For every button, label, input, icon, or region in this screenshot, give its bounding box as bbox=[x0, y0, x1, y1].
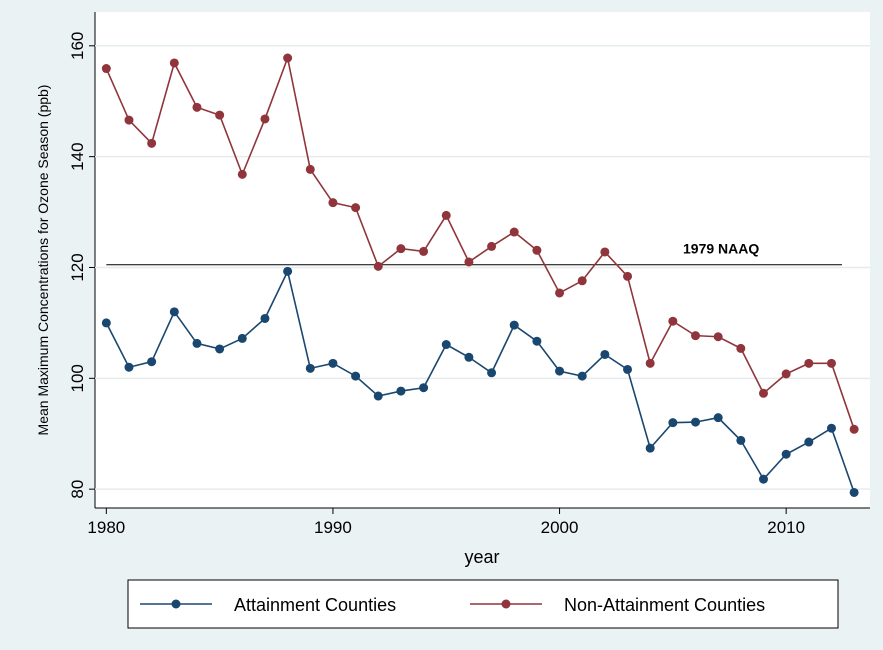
point bbox=[804, 358, 814, 368]
point bbox=[691, 417, 701, 427]
point bbox=[645, 443, 655, 453]
point bbox=[237, 169, 247, 179]
point bbox=[260, 313, 270, 323]
point bbox=[419, 246, 429, 256]
y-axis-title: Mean Maximum Concentrations for Ozone Se… bbox=[35, 85, 51, 436]
series-line bbox=[105, 268, 855, 493]
point bbox=[600, 349, 610, 359]
point bbox=[169, 307, 179, 317]
point bbox=[101, 64, 111, 74]
point bbox=[215, 110, 225, 120]
reference-label: 1979 NAAQ bbox=[683, 241, 759, 257]
point bbox=[373, 261, 383, 271]
point bbox=[600, 247, 610, 257]
point bbox=[532, 336, 542, 346]
point bbox=[487, 241, 497, 251]
x-tick-label: 1980 bbox=[87, 518, 125, 537]
point bbox=[781, 369, 791, 379]
point bbox=[464, 352, 474, 362]
point bbox=[555, 288, 565, 298]
point bbox=[124, 362, 134, 372]
point bbox=[509, 227, 519, 237]
point bbox=[124, 115, 134, 125]
point bbox=[283, 53, 293, 63]
y-tick-label: 100 bbox=[68, 364, 87, 392]
point bbox=[396, 386, 406, 396]
point bbox=[351, 371, 361, 381]
point bbox=[260, 114, 270, 124]
point bbox=[804, 437, 814, 447]
legend-marker bbox=[501, 599, 511, 609]
point bbox=[758, 474, 768, 484]
point bbox=[826, 423, 836, 433]
point bbox=[192, 338, 202, 348]
series-line bbox=[105, 55, 855, 430]
point bbox=[419, 383, 429, 393]
point bbox=[351, 203, 361, 213]
point bbox=[192, 102, 202, 112]
point bbox=[101, 318, 111, 328]
point bbox=[215, 344, 225, 354]
point bbox=[826, 358, 836, 368]
point bbox=[441, 340, 451, 350]
plot-area bbox=[95, 12, 870, 508]
point bbox=[532, 245, 542, 255]
point bbox=[668, 418, 678, 428]
point bbox=[758, 388, 768, 398]
legend-marker bbox=[171, 599, 181, 609]
point bbox=[464, 257, 474, 267]
point bbox=[147, 138, 157, 148]
point bbox=[691, 331, 701, 341]
y-tick-label: 160 bbox=[68, 32, 87, 60]
point bbox=[781, 449, 791, 459]
legend-label: Non-Attainment Counties bbox=[564, 595, 765, 615]
point bbox=[668, 316, 678, 326]
point bbox=[328, 358, 338, 368]
point bbox=[169, 58, 179, 68]
point bbox=[713, 332, 723, 342]
point bbox=[623, 364, 633, 374]
x-tick-label: 2010 bbox=[767, 518, 805, 537]
y-tick-label: 120 bbox=[68, 253, 87, 281]
point bbox=[487, 368, 497, 378]
y-tick-label: 80 bbox=[68, 480, 87, 499]
point bbox=[147, 357, 157, 367]
point bbox=[736, 343, 746, 353]
y-tick-label: 140 bbox=[68, 142, 87, 170]
point bbox=[328, 198, 338, 208]
point bbox=[577, 276, 587, 286]
point bbox=[623, 271, 633, 281]
x-axis-title: year bbox=[464, 547, 499, 567]
legend-label: Attainment Counties bbox=[234, 595, 396, 615]
x-tick-label: 2000 bbox=[541, 518, 579, 537]
point bbox=[373, 391, 383, 401]
point bbox=[577, 371, 587, 381]
point bbox=[305, 363, 315, 373]
point bbox=[283, 266, 293, 276]
point bbox=[645, 358, 655, 368]
point bbox=[713, 413, 723, 423]
point bbox=[441, 210, 451, 220]
point bbox=[849, 487, 859, 497]
point bbox=[237, 333, 247, 343]
point bbox=[509, 320, 519, 330]
x-tick-label: 1990 bbox=[314, 518, 352, 537]
point bbox=[305, 164, 315, 174]
point bbox=[396, 244, 406, 254]
point bbox=[555, 366, 565, 376]
point bbox=[736, 435, 746, 445]
point bbox=[849, 424, 859, 434]
